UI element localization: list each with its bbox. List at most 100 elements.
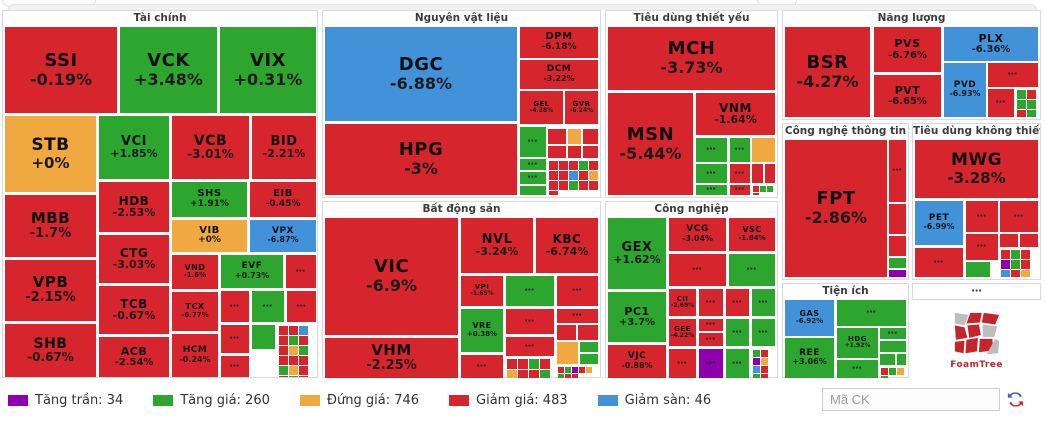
stock-tile-tiny[interactable] [1010,269,1020,277]
stock-tile-SHS[interactable]: SHS +1.91% [172,182,247,217]
stock-tile-tiny[interactable] [278,345,288,355]
stock-tile-tiny[interactable] [506,369,517,378]
stock-tile-more[interactable]: ⋯ [988,63,1038,87]
stock-tile-more[interactable]: ⋯ [287,291,316,322]
stock-tile-tiny[interactable] [752,365,760,373]
stock-tile-tiny[interactable] [571,373,578,378]
stock-tile-small[interactable] [889,258,906,268]
stock-tile-VCI[interactable]: VCI +1.85% [99,116,169,179]
stock-tile-CTG[interactable]: CTG -3.03% [99,235,169,283]
stock-tile-more[interactable]: ⋯ [699,349,723,378]
stock-tile-GAS[interactable]: GAS -6.92% [785,300,834,336]
stock-tile-small[interactable] [580,354,598,364]
stock-tile-tiny[interactable] [888,367,896,375]
stock-tile-more[interactable]: ⋯ [729,254,775,286]
stock-tile-tiny[interactable] [760,373,768,378]
stock-tile-small[interactable] [557,325,576,340]
stock-tile-tiny[interactable] [571,366,578,373]
mini-tile-cluster[interactable] [548,160,598,195]
stock-tile-tiny[interactable] [1020,269,1030,277]
stock-tile-tiny[interactable] [760,349,768,357]
stock-tile-tiny[interactable] [528,358,539,369]
mini-tile-cluster[interactable] [557,366,598,378]
stock-tile-GVR[interactable]: GVR -6.24% [565,91,598,124]
stock-tile-more[interactable]: ⋯ [506,337,554,356]
stock-tile-more[interactable]: ⋯ [286,255,316,288]
stock-tile-tiny[interactable] [557,373,564,378]
stock-tile-small[interactable] [889,204,906,234]
stock-tile-more[interactable]: ⋯ [889,140,906,202]
stock-tile-TCX[interactable]: TCX -6.77% [172,292,218,331]
mini-tile-cluster[interactable] [1000,249,1038,277]
stock-tile-tiny[interactable] [558,170,568,180]
stock-tile-tiny[interactable] [578,170,588,180]
stock-tile-more[interactable]: ⋯ [752,319,775,346]
stock-tile-small[interactable] [880,354,895,365]
stock-tile-tiny[interactable] [564,373,571,378]
stock-tile-GEX[interactable]: GEX +1.62% [608,218,666,289]
stock-tile-tiny[interactable] [288,355,298,365]
stock-tile-tiny[interactable] [1000,259,1010,269]
stock-tile-MBB[interactable]: MBB -1.7% [5,195,96,257]
stock-tile-tiny[interactable] [539,369,550,378]
stock-tile-more[interactable]: ⋯ [520,172,546,184]
stock-tile-GEE[interactable]: GEE -4.22% [669,319,696,346]
stock-tile-small[interactable] [765,164,775,183]
stock-tile-NVL[interactable]: NVL -3.24% [461,218,533,273]
stock-tile-small[interactable] [752,164,763,183]
ticker-search-input[interactable] [822,388,1000,411]
stock-tile-more[interactable]: ⋯ [988,89,1014,117]
stock-tile-EIB[interactable]: EIB -0.45% [250,182,316,217]
stock-tile-tiny[interactable] [1026,99,1036,109]
stock-tile-EVF[interactable]: EVF +0.73% [221,255,283,288]
stock-tile-more[interactable]: ⋯ [726,289,749,316]
stock-tile-tiny[interactable] [568,160,578,170]
stock-tile-tiny[interactable] [578,366,585,373]
stock-tile-DPM[interactable]: DPM -6.18% [520,27,598,58]
stock-tile-more[interactable]: ⋯ [699,319,723,331]
stock-tile-tiny[interactable] [506,358,517,369]
stock-tile-PVT[interactable]: PVT -6.65% [874,75,941,117]
stock-tile-HCM[interactable]: HCM -0.24% [172,334,218,377]
stock-tile-small[interactable] [252,325,275,349]
stock-tile-VPX[interactable]: VPX -6.87% [250,220,316,252]
stock-tile-tiny[interactable] [558,160,568,170]
stock-tile-tiny[interactable] [288,325,298,335]
stock-tile-tiny[interactable] [278,335,288,345]
stock-tile-STB[interactable]: STB +0% [5,116,96,192]
stock-tile-small[interactable] [568,146,581,158]
stock-tile-more[interactable]: ⋯ [221,325,249,353]
stock-tile-tiny[interactable] [1000,269,1010,277]
stock-tile-tiny[interactable] [539,358,550,369]
stock-tile-BID[interactable]: BID -2.21% [252,116,316,179]
stock-tile-tiny[interactable] [548,180,558,190]
stock-tile-VIC[interactable]: VIC -6.9% [325,218,458,335]
refresh-button[interactable] [1004,390,1026,410]
stock-tile-DGC[interactable]: DGC -6.88% [325,27,517,121]
stock-tile-VIB[interactable]: VIB +0% [172,220,247,252]
stock-tile-small[interactable] [897,354,906,365]
stock-tile-tiny[interactable] [880,367,888,375]
stock-tile-tiny[interactable] [298,335,308,345]
stock-tile-small[interactable] [557,342,578,364]
stock-tile-more[interactable]: ⋯ [726,319,749,346]
stock-tile-tiny[interactable] [528,369,539,378]
stock-tile-more[interactable]: ⋯ [837,300,906,326]
stock-tile-more[interactable]: ⋯ [506,309,554,334]
stock-tile-tiny[interactable] [1010,259,1020,269]
stock-tile-tiny[interactable] [298,355,308,365]
stock-tile-more[interactable]: ⋯ [752,289,775,316]
stock-tile-small[interactable] [752,138,775,162]
stock-tile-more[interactable]: ⋯ [221,356,249,377]
stock-tile-VCB[interactable]: VCB -3.01% [172,116,249,179]
stock-tile-tiny[interactable] [568,180,578,190]
stock-tile-HDB[interactable]: HDB -2.53% [99,182,169,232]
stock-tile-small[interactable] [583,146,598,158]
stock-tile-tiny[interactable] [517,369,528,378]
stock-tile-VJC[interactable]: VJC -0.88% [608,345,666,378]
stock-tile-PLX[interactable]: PLX -6.36% [944,27,1038,61]
stock-tile-tiny[interactable] [298,365,308,375]
stock-tile-tiny[interactable] [557,366,564,373]
stock-tile-more[interactable]: ⋯ [557,276,598,306]
stock-tile-small[interactable] [568,129,581,144]
